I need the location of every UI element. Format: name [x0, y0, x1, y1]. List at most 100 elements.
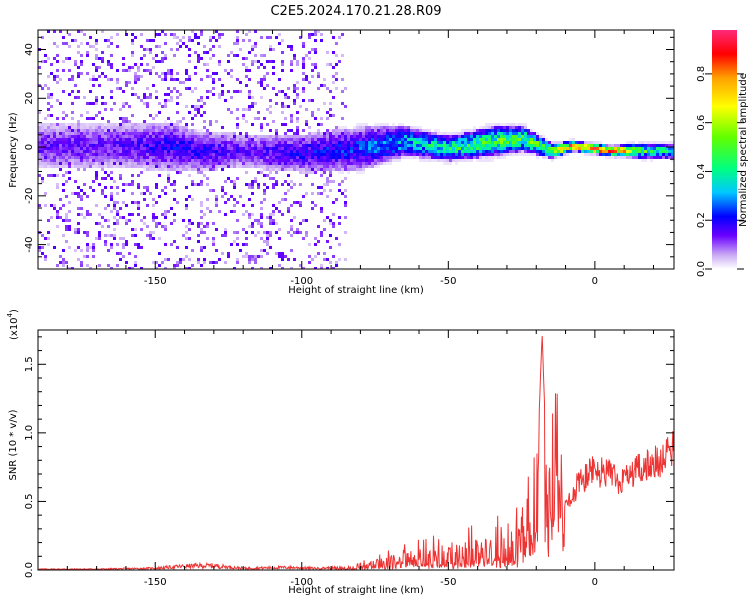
spectrogram-cell: [95, 42, 98, 45]
spectrogram-cell: [155, 216, 158, 219]
spectrogram-cell: [92, 156, 95, 159]
spectrogram-cell: [95, 159, 98, 162]
spectrogram-cell: [485, 153, 488, 156]
spectrogram-cell: [110, 177, 113, 180]
spectrogram-cell: [215, 195, 218, 198]
spectrogram-cell: [167, 153, 170, 156]
spectrogram-cell: [281, 147, 284, 150]
spectrogram-cell: [332, 129, 335, 132]
spectrogram-cell: [209, 150, 212, 153]
spectrogram-cell: [197, 138, 200, 141]
spectrogram-cell: [335, 138, 338, 141]
spectrogram-cell: [47, 147, 50, 150]
spectrogram-cell: [311, 63, 314, 66]
spectrogram-cell: [230, 162, 233, 165]
spectrogram-cell: [275, 93, 278, 96]
spectrogram-cell: [260, 267, 263, 269]
spectrogram-cell: [92, 138, 95, 141]
spectrogram-cell: [395, 150, 398, 153]
spectrogram-cell: [119, 237, 122, 240]
spectrogram-cell: [191, 117, 194, 120]
spectrogram-cell: [227, 135, 230, 138]
spectrogram-cell: [185, 138, 188, 141]
spectrogram-cell: [401, 126, 404, 129]
spectrogram-cell: [77, 222, 80, 225]
spectrogram-cell: [287, 45, 290, 48]
spectrogram-cell: [134, 144, 137, 147]
spectrogram-cell: [209, 159, 212, 162]
spectrogram-cell: [437, 141, 440, 144]
spectrogram-cell: [191, 39, 194, 42]
spectrogram-cell: [110, 144, 113, 147]
spectrogram-cell: [44, 126, 47, 129]
spectrogram-cell: [362, 153, 365, 156]
spectrogram-cell: [383, 159, 386, 162]
spectrogram-cell: [662, 141, 665, 144]
spectrogram-cell: [287, 87, 290, 90]
spectrogram-cell: [230, 195, 233, 198]
spectrogram-cell: [245, 66, 248, 69]
spectrogram-cell: [179, 39, 182, 42]
spectrogram-cell: [80, 159, 83, 162]
spectrogram-cell: [227, 156, 230, 159]
spectrogram-cell: [92, 126, 95, 129]
spectrogram-cell: [155, 90, 158, 93]
spectrogram-cell: [185, 69, 188, 72]
spectrogram-cell: [170, 207, 173, 210]
spectrogram-cell: [158, 123, 161, 126]
spectrogram-cell: [311, 114, 314, 117]
spectrogram-cell: [317, 159, 320, 162]
spectrogram-cell: [146, 147, 149, 150]
spectrogram-cell: [155, 45, 158, 48]
spectrogram-cell: [329, 189, 332, 192]
spectrogram-cell: [626, 156, 629, 159]
spectrogram-cell: [116, 141, 119, 144]
spectrogram-cell: [95, 147, 98, 150]
spectrogram-cell: [254, 138, 257, 141]
spectrogram-cell: [134, 264, 137, 267]
spectrogram-cell: [200, 144, 203, 147]
spectrogram-cell: [68, 210, 71, 213]
spectrogram-cell: [365, 144, 368, 147]
spectrogram-cell: [44, 165, 47, 168]
spectrogram-cell: [44, 147, 47, 150]
spectrogram-cell: [344, 159, 347, 162]
spectrogram-cell: [278, 90, 281, 93]
spectrogram-cell: [89, 123, 92, 126]
spectrogram-cell: [155, 60, 158, 63]
spectrogram-cell: [449, 144, 452, 147]
spectrogram-cell: [194, 138, 197, 141]
spectrogram-cell: [131, 180, 134, 183]
spectrogram-cell: [110, 132, 113, 135]
spectrogram-cell: [257, 144, 260, 147]
spectrogram-cell: [596, 141, 599, 144]
spectrogram-cell: [47, 114, 50, 117]
spectrogram-cell: [185, 237, 188, 240]
spectrogram-cell: [191, 159, 194, 162]
spectrogram-cell: [239, 249, 242, 252]
spectrogram-cell: [485, 138, 488, 141]
spectrogram-cell: [122, 129, 125, 132]
spectrogram-cell: [656, 150, 659, 153]
spectrogram-cell: [314, 204, 317, 207]
spectrogram-cell: [461, 129, 464, 132]
spectrogram-cell: [170, 222, 173, 225]
spectrogram-cell: [80, 150, 83, 153]
spectrogram-cell: [104, 75, 107, 78]
spectrogram-cell: [410, 138, 413, 141]
spectrogram-cell: [98, 213, 101, 216]
spectrogram-cell: [167, 132, 170, 135]
spectrogram-cell: [365, 132, 368, 135]
spectrogram-cell: [335, 150, 338, 153]
spectrogram-cell: [98, 135, 101, 138]
spectrogram-cell: [161, 213, 164, 216]
spectrogram-cell: [278, 165, 281, 168]
spectrogram-cell: [44, 117, 47, 120]
spectrogram-cell: [155, 186, 158, 189]
spectrogram-cell: [242, 165, 245, 168]
spectrogram-cell: [59, 162, 62, 165]
spectrogram-cell: [131, 114, 134, 117]
spectrogram-cell: [449, 138, 452, 141]
spectrogram-cell: [140, 171, 143, 174]
spectrogram-cell: [353, 153, 356, 156]
